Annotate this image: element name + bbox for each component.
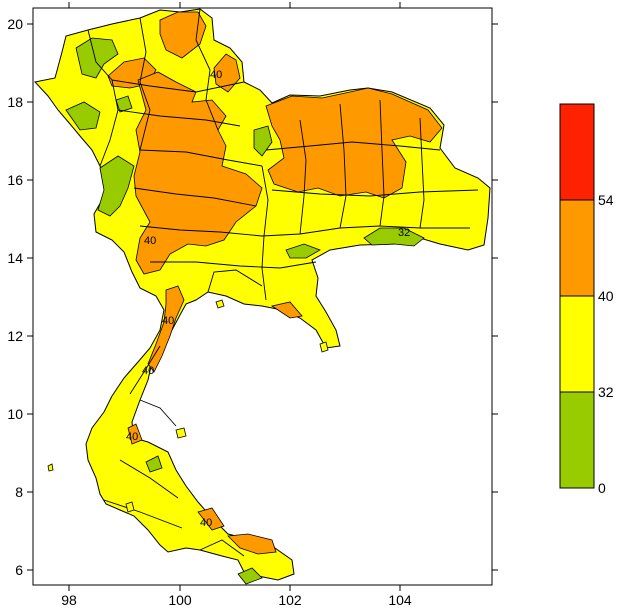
y-tick-label: 10	[7, 406, 23, 422]
orange-zone-east-coast	[270, 301, 303, 319]
green-zone-east	[363, 227, 425, 247]
orange-zone-south-3	[227, 533, 277, 555]
orange-zone-north-top	[159, 11, 207, 59]
orange-zone-northeast	[265, 87, 443, 199]
green-regions	[65, 37, 425, 585]
legend-bin-red	[559, 103, 595, 201]
contour-label: 40	[210, 69, 222, 81]
contour-label: 32	[398, 227, 410, 239]
legend-label: 40	[598, 288, 614, 304]
contour-label: 40	[142, 365, 154, 377]
legend-colorbar: 54 40 32 0	[559, 103, 614, 496]
x-tick-label: 98	[61, 592, 77, 608]
green-zone-deep-south	[237, 567, 263, 585]
green-zone-loei	[253, 125, 273, 157]
legend-bin-green	[559, 391, 595, 489]
x-axis: 98 100 102 104	[61, 2, 412, 608]
islands	[47, 299, 329, 513]
green-zone-small-1	[115, 95, 133, 113]
orange-regions	[107, 11, 443, 555]
green-zone-west	[65, 101, 101, 131]
y-tick-label: 6	[15, 562, 23, 578]
y-tick-label: 20	[7, 16, 23, 32]
y-tick-label: 14	[7, 250, 23, 266]
contour-label: 40	[200, 517, 212, 529]
contour-label: 40	[162, 315, 174, 327]
legend-bin-orange	[559, 199, 595, 297]
contour-labels: 40 40 40 40 40 40 32	[126, 69, 410, 529]
legend-label: 54	[598, 192, 614, 208]
x-tick-label: 104	[388, 592, 412, 608]
green-zone-south	[145, 455, 163, 473]
green-zone-mae-sot	[97, 155, 135, 217]
orange-zone-central-north	[133, 71, 263, 275]
y-tick-label: 12	[7, 328, 23, 344]
legend-label: 32	[598, 384, 614, 400]
orange-zone-south-2	[197, 507, 225, 531]
y-tick-label: 8	[15, 484, 23, 500]
x-tick-label: 102	[278, 592, 302, 608]
orange-zone-north-east	[213, 53, 241, 93]
y-tick-label: 18	[7, 94, 23, 110]
y-axis: 6 8 10 12 14 16 18 20	[7, 16, 498, 578]
x-tick-label: 100	[168, 592, 192, 608]
orange-zone-south-1	[127, 423, 143, 445]
legend-label: 0	[598, 480, 606, 496]
contour-label: 40	[126, 431, 138, 443]
legend-bin-yellow	[559, 295, 595, 393]
province-boundaries	[87, 8, 479, 557]
green-zone-central	[285, 243, 321, 259]
y-tick-label: 16	[7, 172, 23, 188]
green-zone-north	[75, 37, 119, 79]
contour-label: 40	[144, 235, 156, 247]
